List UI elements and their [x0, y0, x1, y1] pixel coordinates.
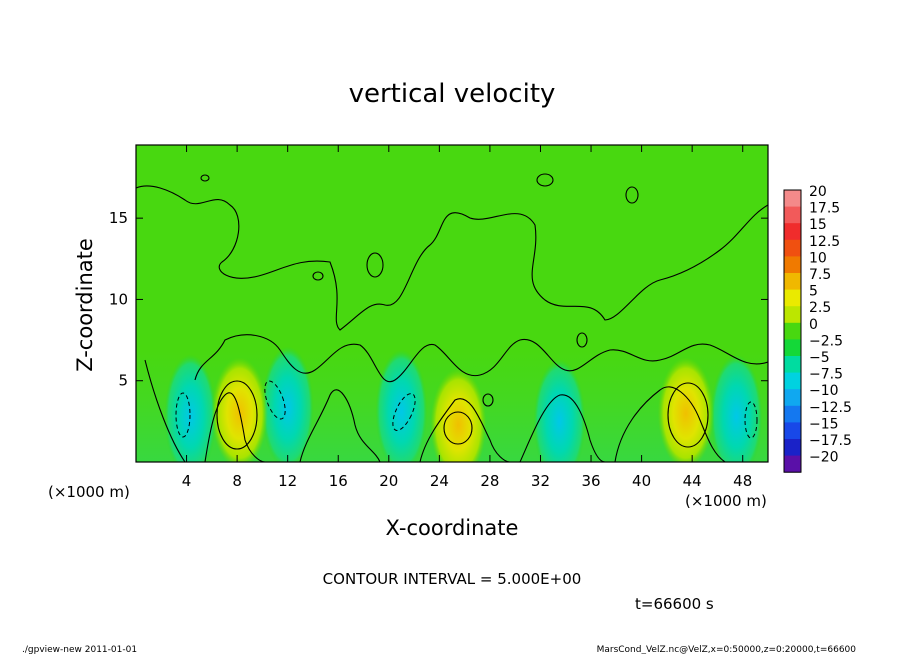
x-tick-label: 4 [182, 472, 192, 490]
footer-left: ./gpview-new 2011-01-01 [22, 645, 137, 654]
x-tick-label: 16 [329, 472, 348, 490]
colorbar: 2017.51512.5107.552.50−2.5−5−7.5−10−12.5… [783, 184, 852, 473]
y-axis: 5 10 15 [109, 209, 768, 390]
contour-downdraft-2 [264, 380, 286, 420]
contour-small-3 [366, 252, 384, 278]
x-tick-label: 12 [278, 472, 297, 490]
contour-small-6 [482, 393, 494, 407]
contour-zero-band-1 [144, 359, 186, 462]
x-tick-label: 20 [379, 472, 398, 490]
contour-small-7 [576, 332, 588, 348]
x-tick-label: 44 [683, 472, 702, 490]
colorbar-swatch [784, 190, 801, 207]
colorbar-label: −12.5 [809, 400, 852, 416]
colorbar-label: 7.5 [809, 267, 831, 283]
contour-downdraft-1 [175, 392, 191, 438]
contour-zero-band-6 [519, 394, 606, 462]
colorbar-label: −17.5 [809, 433, 852, 449]
contour-zero-upper [136, 185, 768, 331]
colorbar-swatch [784, 389, 801, 407]
y-axis-label: Z-coordinate [73, 238, 97, 372]
x-unit-right: (×1000 m) [685, 492, 767, 510]
footer-right: MarsCond_VelZ.nc@VelZ,x=0:50000,z=0:2000… [597, 645, 857, 654]
plot-frame [135, 144, 769, 463]
x-tick-label: 24 [430, 472, 449, 490]
x-tick-label: 8 [232, 472, 242, 490]
downdraft-1 [164, 354, 217, 462]
x-axis-label: X-coordinate [386, 516, 519, 540]
colorbar-label: −5 [809, 350, 830, 366]
colorbar-swatch [784, 239, 801, 257]
y-tick-label: 10 [109, 290, 128, 308]
x-tick-label: 40 [632, 472, 651, 490]
x-tick-label: 36 [581, 472, 600, 490]
colorbar-label: −2.5 [809, 333, 843, 349]
x-unit-left: (×1000 m) [48, 483, 130, 501]
colorbar-swatch [784, 422, 801, 440]
contour-updraft-2 [443, 411, 473, 445]
downdraft-4 [533, 359, 586, 462]
colorbar-label: 20 [809, 184, 827, 200]
updraft-3 [657, 357, 714, 462]
contour-small-1 [200, 174, 210, 182]
colorbar-swatch [784, 306, 801, 324]
colorbar-label: −10 [809, 383, 839, 399]
contour-zero-band-5 [419, 398, 511, 462]
contour-interval-label: CONTOUR INTERVAL = 5.000E+00 [323, 570, 582, 588]
contour-small-4 [536, 173, 554, 187]
colorbar-label: −20 [809, 450, 839, 466]
colorbar-frame [783, 189, 802, 473]
colorbar-label: −7.5 [809, 367, 843, 383]
downdraft-3 [375, 349, 428, 462]
colorbar-swatch [784, 405, 801, 423]
colorbar-swatch [784, 256, 801, 274]
contour-zero-band-2 [194, 334, 768, 383]
updraft-1 [211, 357, 268, 462]
colorbar-swatch [784, 455, 801, 473]
colorbar-label: 10 [809, 250, 827, 266]
colorbar-swatch [784, 206, 801, 224]
contour-small-2 [312, 271, 324, 281]
x-axis: 4 8 12 16 20 24 28 32 36 40 44 48 [182, 145, 752, 490]
downdraft-5 [710, 354, 763, 462]
y-tick-label: 15 [109, 209, 128, 227]
downdraft-2 [261, 346, 314, 462]
contour-zero-band-4 [299, 389, 381, 462]
chart-title: vertical velocity [349, 79, 556, 109]
colorbar-label: 17.5 [809, 201, 840, 217]
colorbar-swatch [784, 223, 801, 241]
colorbar-label: 2.5 [809, 300, 831, 316]
plot-area [136, 145, 768, 462]
colorbar-label: −15 [809, 416, 839, 432]
updraft-2 [430, 368, 487, 462]
colorbar-label: 15 [809, 217, 827, 233]
contour-updraft-1 [216, 380, 258, 450]
colorbar-swatch [784, 372, 801, 390]
contour-downdraft-3 [392, 393, 416, 431]
colorbar-swatch [784, 273, 801, 290]
x-tick-label: 28 [480, 472, 499, 490]
time-label: t=66600 s [635, 595, 714, 613]
colorbar-swatch [784, 289, 801, 307]
colorbar-swatch [784, 439, 801, 456]
x-tick-label: 32 [531, 472, 550, 490]
contour-small-5 [625, 186, 639, 204]
y-tick-label: 5 [118, 372, 128, 390]
colorbar-swatch [784, 356, 801, 373]
colorbar-label: 0 [809, 317, 818, 333]
colorbar-swatch [784, 322, 801, 340]
contour-updraft-3 [667, 382, 709, 448]
colorbar-label: 12.5 [809, 234, 840, 250]
colorbar-label: 5 [809, 284, 818, 300]
contour-downdraft-4 [744, 401, 758, 439]
contour-zero-band-3 [204, 392, 266, 462]
colorbar-swatch [784, 339, 801, 357]
x-tick-label: 48 [733, 472, 752, 490]
